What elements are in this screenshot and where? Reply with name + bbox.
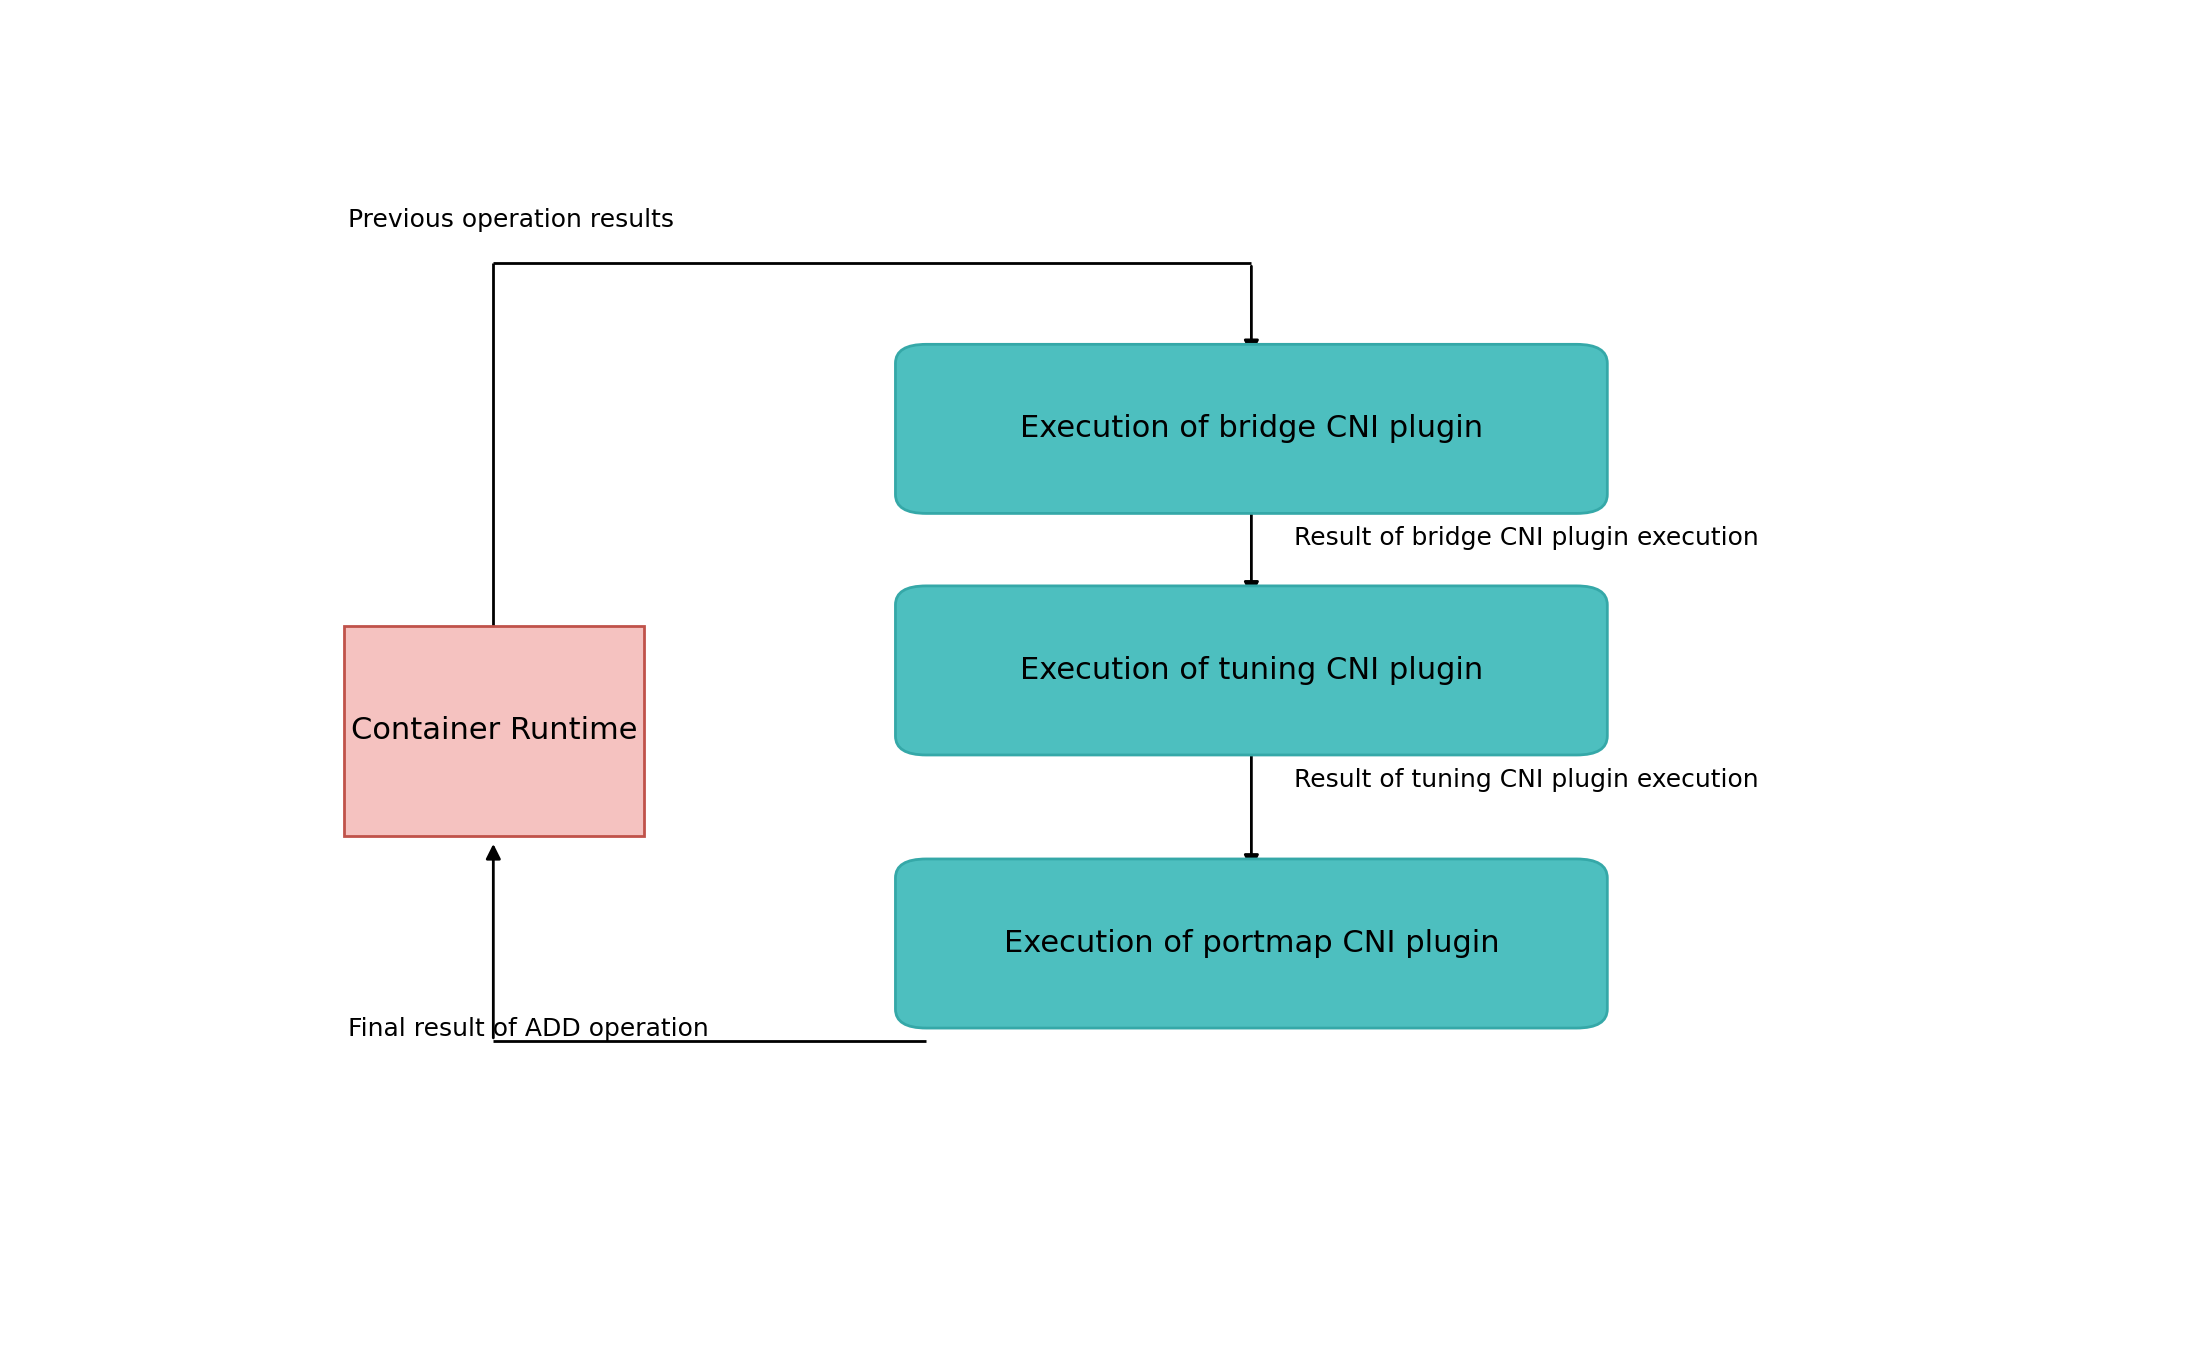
Text: Result of tuning CNI plugin execution: Result of tuning CNI plugin execution — [1294, 768, 1760, 791]
Text: Final result of ADD operation: Final result of ADD operation — [349, 1016, 709, 1041]
FancyBboxPatch shape — [896, 344, 1607, 513]
FancyBboxPatch shape — [896, 859, 1607, 1028]
Text: Container Runtime: Container Runtime — [351, 716, 638, 745]
Text: Execution of portmap CNI plugin: Execution of portmap CNI plugin — [1005, 929, 1499, 958]
Text: Result of bridge CNI plugin execution: Result of bridge CNI plugin execution — [1294, 527, 1760, 550]
Text: Execution of bridge CNI plugin: Execution of bridge CNI plugin — [1020, 415, 1484, 443]
Bar — [344, 626, 645, 836]
FancyBboxPatch shape — [896, 587, 1607, 756]
Text: Execution of tuning CNI plugin: Execution of tuning CNI plugin — [1020, 656, 1484, 685]
Text: Previous operation results: Previous operation results — [349, 207, 673, 232]
